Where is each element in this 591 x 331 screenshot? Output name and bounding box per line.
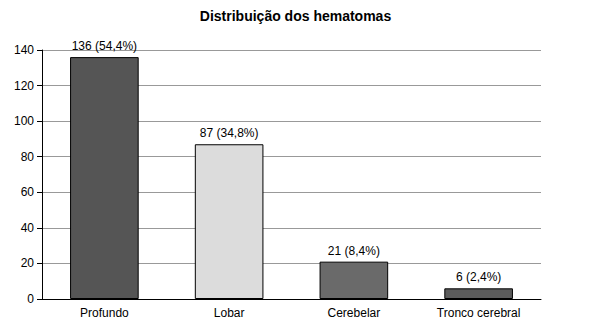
svg-text:100: 100 xyxy=(14,114,34,128)
svg-text:60: 60 xyxy=(21,185,35,199)
svg-text:20: 20 xyxy=(21,256,35,270)
svg-text:140: 140 xyxy=(14,43,34,57)
svg-text:0: 0 xyxy=(27,292,34,306)
svg-text:120: 120 xyxy=(14,79,34,93)
svg-text:80: 80 xyxy=(21,150,35,164)
svg-text:87 (34,8%): 87 (34,8%) xyxy=(200,126,259,140)
svg-text:Cerebelar: Cerebelar xyxy=(328,306,381,320)
svg-text:6 (2,4%): 6 (2,4%) xyxy=(456,270,501,284)
svg-text:Profundo: Profundo xyxy=(80,306,129,320)
svg-text:Lobar: Lobar xyxy=(214,306,245,320)
svg-text:40: 40 xyxy=(21,221,35,235)
svg-text:Distribuição dos hematomas: Distribuição dos hematomas xyxy=(200,8,392,24)
svg-text:136 (54,4%): 136 (54,4%) xyxy=(72,39,137,53)
svg-text:21 (8,4%): 21 (8,4%) xyxy=(328,244,380,258)
svg-text:Tronco cerebral: Tronco cerebral xyxy=(437,306,521,320)
